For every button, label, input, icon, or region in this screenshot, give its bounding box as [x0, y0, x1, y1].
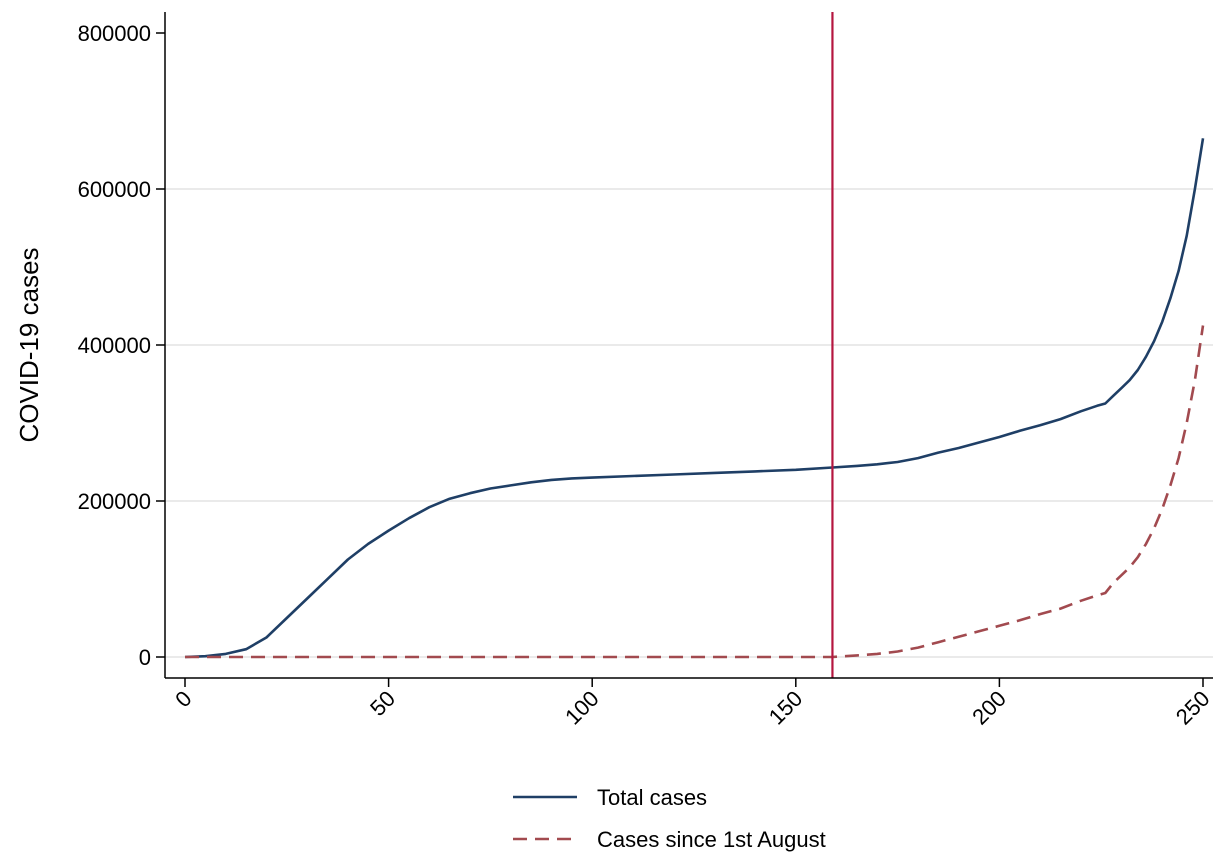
legend-label-1: Total cases [597, 785, 707, 810]
grid-lines [165, 188, 1213, 658]
x-tick-label: 100 [560, 686, 604, 730]
legend: Total cases Cases since 1st August [513, 785, 826, 852]
y-axis-title: COVID-19 cases [14, 247, 44, 442]
y-tick-label: 800000 [78, 21, 151, 46]
x-axis-ticks: 0 50 100 150 200 250 [170, 678, 1215, 730]
y-tick-label: 400000 [78, 333, 151, 358]
x-tick-label: 150 [764, 686, 808, 730]
x-tick-label: 50 [365, 686, 400, 721]
y-tick-label: 200000 [78, 489, 151, 514]
series-line-1 [184, 138, 1205, 659]
x-tick-label: 200 [967, 686, 1011, 730]
y-tick-label: 0 [139, 645, 151, 670]
x-tick-label: 0 [170, 686, 196, 712]
y-axis-ticks: 0 200000 400000 600000 800000 [78, 21, 165, 670]
y-tick-label: 600000 [78, 177, 151, 202]
series-line-2 [185, 325, 1205, 659]
x-tick-label: 250 [1171, 686, 1215, 730]
legend-label-2: Cases since 1st August [597, 827, 826, 852]
series-layer [184, 138, 1205, 659]
